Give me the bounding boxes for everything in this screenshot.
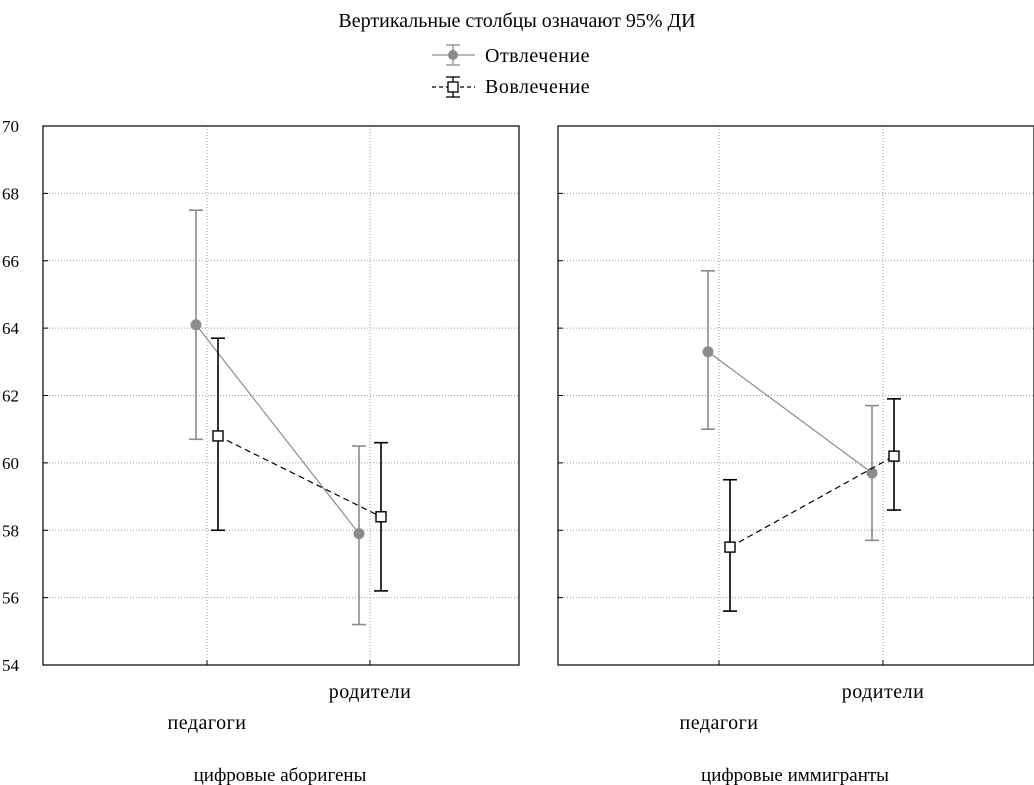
series-line-s2	[729, 455, 895, 548]
legend-marker-square	[447, 81, 459, 93]
series-line-s1	[707, 351, 873, 474]
data-point-s1	[866, 467, 878, 479]
chart-title: Вертикальные столбцы означают 95% ДИ	[338, 10, 695, 32]
data-point-s2	[375, 511, 387, 523]
legend-marker-circle	[448, 50, 458, 60]
y-tick-label: 60	[2, 454, 19, 473]
data-point-s2	[212, 430, 224, 442]
legend-entry-series-2: Вовлечение	[432, 76, 590, 98]
series-line-s1	[195, 324, 360, 534]
legend-symbol-series-1	[432, 44, 475, 66]
legend-entry-series-1: Отвлечение	[432, 44, 590, 67]
legend-label-series-2: Вовлечение	[485, 76, 590, 98]
y-axis-tick-labels: 54 56 58 60 62 64 66 68 70	[2, 117, 20, 675]
y-tick-label: 70	[2, 117, 19, 136]
y-tick-label: 66	[2, 252, 19, 271]
y-tick-label: 68	[2, 184, 19, 203]
y-tick-label: 58	[2, 521, 19, 540]
chart-legend: Отвлечение Вовлечение	[432, 44, 590, 98]
panel-digital-natives: педагоги родители цифровые аборигены	[42, 125, 520, 785]
y-tick-label: 62	[2, 387, 19, 406]
group-label-digital-immigrants: цифровые иммигранты	[701, 765, 889, 785]
group-label-digital-natives: цифровые аборигены	[194, 765, 367, 785]
data-point-s2	[724, 541, 736, 553]
panel-digital-immigrants: педагоги родители цифровые иммигранты	[557, 125, 1034, 785]
data-point-s1	[353, 528, 365, 540]
category-label-teachers: педагоги	[168, 712, 247, 734]
legend-label-series-1: Отвлечение	[485, 45, 590, 67]
series-line-s2	[217, 435, 382, 518]
legend-symbol-series-2	[432, 76, 475, 98]
y-tick-label: 64	[2, 319, 20, 338]
category-label-parents: родители	[842, 681, 925, 703]
category-label-parents: родители	[329, 681, 412, 703]
category-label-teachers: педагоги	[680, 712, 759, 734]
y-tick-label: 56	[2, 589, 19, 608]
data-point-s1	[190, 319, 202, 331]
data-point-s2	[888, 450, 900, 462]
data-point-s1	[702, 346, 714, 358]
y-tick-label: 54	[2, 656, 20, 675]
